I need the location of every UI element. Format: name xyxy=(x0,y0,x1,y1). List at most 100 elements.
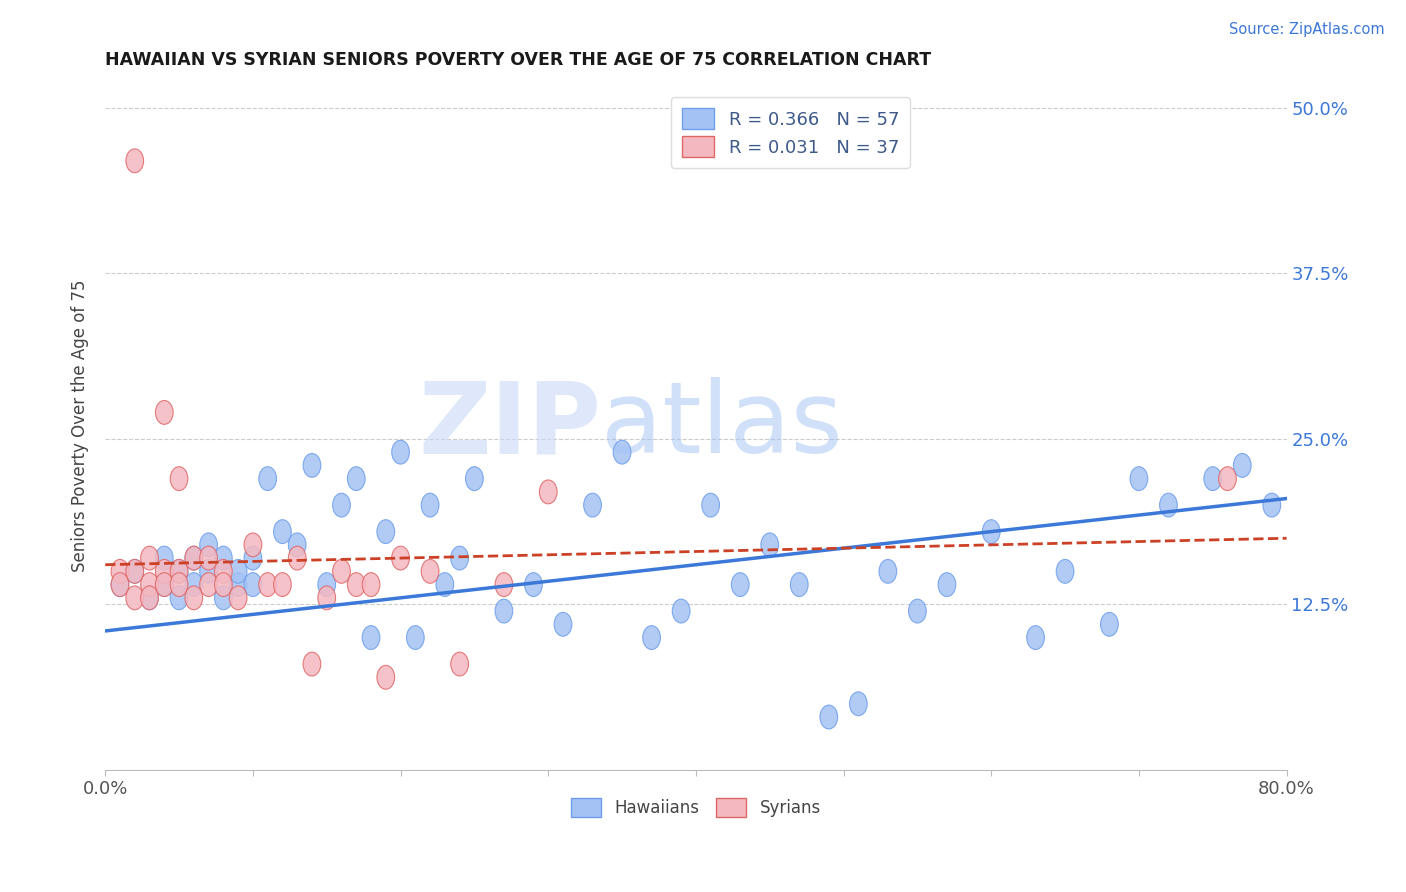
Ellipse shape xyxy=(215,573,232,597)
Text: ZIP: ZIP xyxy=(419,377,602,475)
Ellipse shape xyxy=(422,493,439,517)
Ellipse shape xyxy=(363,573,380,597)
Ellipse shape xyxy=(377,665,395,690)
Ellipse shape xyxy=(274,520,291,543)
Ellipse shape xyxy=(333,493,350,517)
Ellipse shape xyxy=(127,586,143,610)
Ellipse shape xyxy=(1056,559,1074,583)
Ellipse shape xyxy=(288,533,307,557)
Ellipse shape xyxy=(259,573,277,597)
Ellipse shape xyxy=(245,573,262,597)
Ellipse shape xyxy=(790,573,808,597)
Ellipse shape xyxy=(554,613,572,636)
Ellipse shape xyxy=(1263,493,1281,517)
Ellipse shape xyxy=(200,573,218,597)
Ellipse shape xyxy=(436,573,454,597)
Ellipse shape xyxy=(392,441,409,464)
Ellipse shape xyxy=(127,149,143,173)
Ellipse shape xyxy=(495,599,513,623)
Ellipse shape xyxy=(392,546,409,570)
Ellipse shape xyxy=(761,533,779,557)
Ellipse shape xyxy=(141,546,159,570)
Ellipse shape xyxy=(1233,453,1251,477)
Ellipse shape xyxy=(451,546,468,570)
Ellipse shape xyxy=(304,453,321,477)
Ellipse shape xyxy=(229,559,247,583)
Ellipse shape xyxy=(156,401,173,425)
Ellipse shape xyxy=(1130,467,1147,491)
Ellipse shape xyxy=(200,559,218,583)
Ellipse shape xyxy=(1204,467,1222,491)
Ellipse shape xyxy=(156,573,173,597)
Ellipse shape xyxy=(938,573,956,597)
Ellipse shape xyxy=(347,573,366,597)
Ellipse shape xyxy=(111,573,129,597)
Ellipse shape xyxy=(229,586,247,610)
Ellipse shape xyxy=(672,599,690,623)
Ellipse shape xyxy=(245,533,262,557)
Ellipse shape xyxy=(186,546,202,570)
Ellipse shape xyxy=(377,520,395,543)
Ellipse shape xyxy=(1101,613,1118,636)
Ellipse shape xyxy=(141,573,159,597)
Ellipse shape xyxy=(849,692,868,715)
Ellipse shape xyxy=(127,559,143,583)
Ellipse shape xyxy=(406,625,425,649)
Ellipse shape xyxy=(613,441,631,464)
Ellipse shape xyxy=(1026,625,1045,649)
Ellipse shape xyxy=(156,546,173,570)
Ellipse shape xyxy=(111,559,129,583)
Ellipse shape xyxy=(156,573,173,597)
Ellipse shape xyxy=(170,467,188,491)
Ellipse shape xyxy=(820,705,838,729)
Ellipse shape xyxy=(186,546,202,570)
Ellipse shape xyxy=(170,586,188,610)
Ellipse shape xyxy=(170,559,188,583)
Text: Source: ZipAtlas.com: Source: ZipAtlas.com xyxy=(1229,22,1385,37)
Ellipse shape xyxy=(1160,493,1177,517)
Ellipse shape xyxy=(170,573,188,597)
Y-axis label: Seniors Poverty Over the Age of 75: Seniors Poverty Over the Age of 75 xyxy=(72,279,89,572)
Ellipse shape xyxy=(259,467,277,491)
Ellipse shape xyxy=(347,467,366,491)
Ellipse shape xyxy=(731,573,749,597)
Ellipse shape xyxy=(215,546,232,570)
Ellipse shape xyxy=(229,573,247,597)
Ellipse shape xyxy=(304,652,321,676)
Ellipse shape xyxy=(141,586,159,610)
Ellipse shape xyxy=(333,559,350,583)
Text: HAWAIIAN VS SYRIAN SENIORS POVERTY OVER THE AGE OF 75 CORRELATION CHART: HAWAIIAN VS SYRIAN SENIORS POVERTY OVER … xyxy=(105,51,931,69)
Ellipse shape xyxy=(908,599,927,623)
Ellipse shape xyxy=(215,586,232,610)
Ellipse shape xyxy=(983,520,1000,543)
Ellipse shape xyxy=(451,652,468,676)
Ellipse shape xyxy=(186,586,202,610)
Ellipse shape xyxy=(363,625,380,649)
Ellipse shape xyxy=(274,573,291,597)
Ellipse shape xyxy=(583,493,602,517)
Ellipse shape xyxy=(200,546,218,570)
Ellipse shape xyxy=(245,546,262,570)
Ellipse shape xyxy=(422,559,439,583)
Ellipse shape xyxy=(1219,467,1236,491)
Legend: Hawaiians, Syrians: Hawaiians, Syrians xyxy=(564,791,827,823)
Ellipse shape xyxy=(156,559,173,583)
Ellipse shape xyxy=(170,559,188,583)
Ellipse shape xyxy=(288,546,307,570)
Text: atlas: atlas xyxy=(602,377,844,475)
Ellipse shape xyxy=(879,559,897,583)
Ellipse shape xyxy=(702,493,720,517)
Ellipse shape xyxy=(186,573,202,597)
Ellipse shape xyxy=(643,625,661,649)
Ellipse shape xyxy=(127,559,143,583)
Ellipse shape xyxy=(524,573,543,597)
Ellipse shape xyxy=(141,586,159,610)
Ellipse shape xyxy=(540,480,557,504)
Ellipse shape xyxy=(318,586,336,610)
Ellipse shape xyxy=(465,467,484,491)
Ellipse shape xyxy=(495,573,513,597)
Ellipse shape xyxy=(215,559,232,583)
Ellipse shape xyxy=(111,573,129,597)
Ellipse shape xyxy=(318,573,336,597)
Ellipse shape xyxy=(200,533,218,557)
